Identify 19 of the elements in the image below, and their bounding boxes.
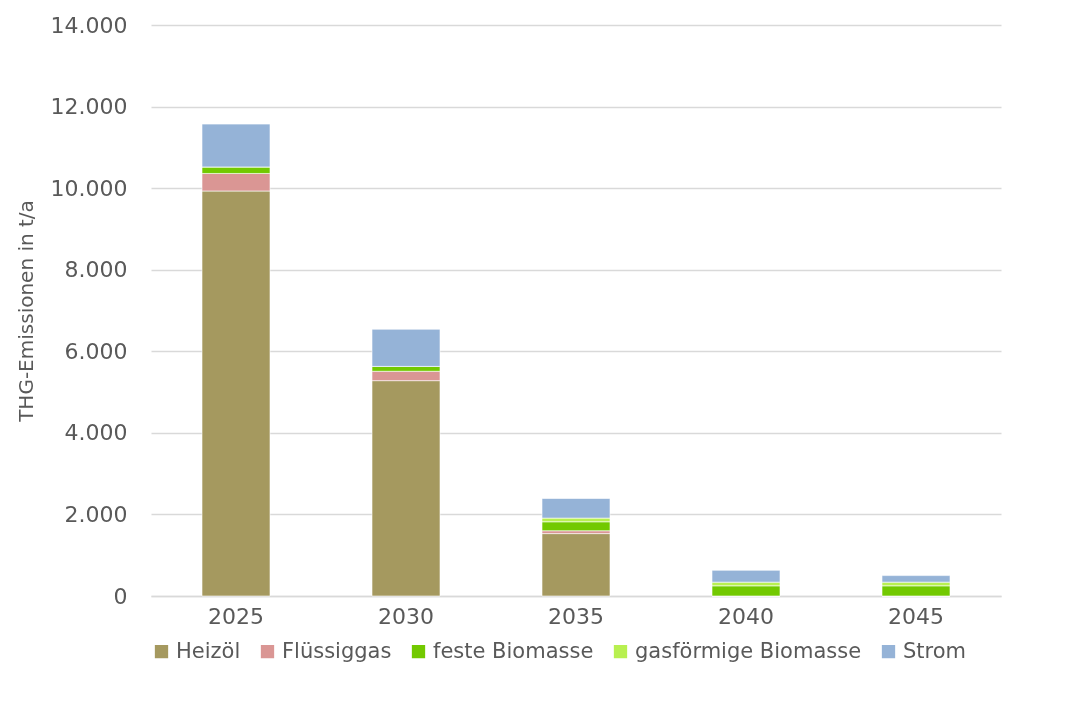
legend-label: Heizöl bbox=[176, 638, 241, 663]
y-tick-label: 0 bbox=[113, 583, 128, 609]
y-tick-label: 10.000 bbox=[50, 175, 128, 201]
legend-label: gasförmige Biomasse bbox=[635, 638, 862, 663]
y-tick-label: 4.000 bbox=[64, 420, 128, 446]
y-axis-title: THG-Emissionen in t/a bbox=[13, 200, 38, 423]
y-tick-label: 6.000 bbox=[64, 338, 128, 364]
y-tick-label: 12.000 bbox=[50, 94, 128, 120]
legend-label: Strom bbox=[903, 638, 967, 663]
x-tick-label: 2040 bbox=[718, 603, 774, 629]
y-tick-label: 2.000 bbox=[64, 501, 128, 527]
x-tick-label: 2030 bbox=[378, 603, 434, 629]
y-tick-label: 8.000 bbox=[64, 257, 128, 283]
legend-label: feste Biomasse bbox=[433, 638, 594, 663]
x-tick-label: 2035 bbox=[548, 603, 604, 629]
y-tick-label: 14.000 bbox=[50, 12, 128, 38]
x-tick-label: 2025 bbox=[208, 603, 264, 629]
legend-label: Flüssiggas bbox=[282, 638, 392, 663]
x-tick-label: 2045 bbox=[888, 603, 944, 629]
